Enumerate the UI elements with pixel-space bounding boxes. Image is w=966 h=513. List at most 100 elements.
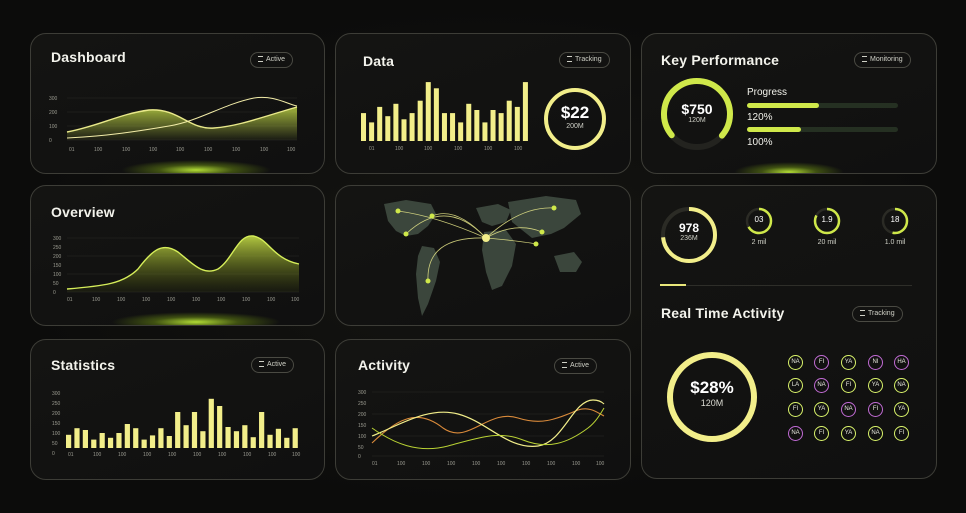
y-tick: 150 xyxy=(52,421,61,427)
x-tick: 100 xyxy=(596,461,605,467)
key-performance-title: Key Performance xyxy=(661,52,780,68)
badge-label: Monitoring xyxy=(870,56,903,63)
bar xyxy=(450,113,456,141)
line-series-lime xyxy=(371,407,605,450)
y-tick: 0 xyxy=(49,138,52,144)
y-tick: 100 xyxy=(52,431,61,437)
user-avatar[interactable]: LA xyxy=(788,378,803,393)
bar xyxy=(458,122,464,141)
data-ring-sub: 200M xyxy=(566,123,584,130)
location-marker xyxy=(533,241,539,247)
small-stat-3-label: 1.0 mil xyxy=(884,239,906,246)
user-avatar[interactable]: NA xyxy=(788,355,803,370)
user-avatar[interactable]: NA xyxy=(788,426,803,441)
x-tick: 100 xyxy=(447,461,456,467)
main-stat-sub: 236M xyxy=(680,235,698,242)
badge-label: Active xyxy=(267,361,287,368)
activity-status-badge[interactable]: Active xyxy=(554,358,598,374)
y-axis-ticks: 300 200 100 0 xyxy=(49,96,58,144)
real-time-title: Real Time Activity xyxy=(661,305,785,321)
x-tick: 01 xyxy=(369,146,375,152)
user-avatar[interactable]: YA xyxy=(814,402,829,417)
y-tick: 150 xyxy=(53,263,62,269)
bar xyxy=(175,412,181,448)
location-marker xyxy=(403,231,409,237)
bar xyxy=(208,398,214,448)
x-tick: 100 xyxy=(94,147,103,153)
x-tick: 100 xyxy=(267,297,276,303)
key-performance-status-badge[interactable]: Monitoring xyxy=(854,52,911,68)
bar xyxy=(200,431,206,448)
line-series-primary xyxy=(66,106,298,133)
bar xyxy=(124,424,130,448)
menu-icon xyxy=(258,56,263,63)
real-time-ring-label: $28% 120M xyxy=(664,378,760,408)
x-tick: 01 xyxy=(68,452,74,458)
user-avatar[interactable]: NA xyxy=(841,402,856,417)
main-stat-value: 978 xyxy=(678,221,700,235)
bar xyxy=(250,437,256,448)
bar xyxy=(482,122,488,141)
x-tick: 100 xyxy=(292,452,301,458)
real-time-ring-value: $28% xyxy=(690,378,734,397)
bar xyxy=(292,428,298,448)
user-avatar[interactable]: NA xyxy=(868,426,883,441)
real-time-status-badge[interactable]: Tracking xyxy=(852,306,903,322)
user-avatar[interactable]: YA xyxy=(894,402,909,417)
y-tick: 300 xyxy=(49,96,58,102)
bar xyxy=(522,82,528,141)
menu-icon xyxy=(567,56,572,63)
dashboard-card: Dashboard Active 300 200 100 0 01 100 10… xyxy=(30,33,325,174)
progress-bar-2-fill xyxy=(747,127,802,132)
user-avatar[interactable]: FI xyxy=(894,426,909,441)
data-title: Data xyxy=(363,53,395,69)
bar xyxy=(498,113,504,141)
bar xyxy=(99,433,105,448)
area-series xyxy=(67,107,297,140)
user-avatar[interactable]: HA xyxy=(894,355,909,370)
data-ring xyxy=(544,88,606,150)
location-marker xyxy=(539,229,545,235)
x-tick: 100 xyxy=(572,461,581,467)
bar xyxy=(425,82,431,141)
user-avatar[interactable]: FI xyxy=(814,355,829,370)
x-tick: 100 xyxy=(142,297,151,303)
user-avatar[interactable]: YA xyxy=(841,426,856,441)
location-markers xyxy=(395,205,557,284)
x-tick: 100 xyxy=(232,147,241,153)
user-avatar[interactable]: NA xyxy=(894,378,909,393)
x-tick: 100 xyxy=(118,452,127,458)
real-time-ring xyxy=(667,352,757,442)
bar xyxy=(158,428,164,448)
menu-icon xyxy=(562,362,567,369)
progress-bar-2-label: 100% xyxy=(747,137,773,148)
user-avatar[interactable]: NA xyxy=(814,378,829,393)
statistics-title: Statistics xyxy=(51,357,116,373)
user-avatar[interactable]: FI xyxy=(814,426,829,441)
bar xyxy=(267,434,273,448)
real-time-activity-card: 978 236M 03 2 mil 1.9 20 mil 18 1.0 mil … xyxy=(641,185,937,479)
dashboard-title: Dashboard xyxy=(51,49,126,65)
user-avatar[interactable]: FI xyxy=(868,402,883,417)
user-avatar[interactable]: FI xyxy=(788,402,803,417)
user-avatar[interactable]: FI xyxy=(841,378,856,393)
x-tick: 100 xyxy=(149,147,158,153)
small-stat-1-label: 2 mil xyxy=(751,239,767,246)
user-avatar[interactable]: YA xyxy=(841,355,856,370)
user-avatar[interactable]: YA xyxy=(868,378,883,393)
data-status-badge[interactable]: Tracking xyxy=(559,52,610,68)
user-avatar[interactable]: NI xyxy=(868,355,883,370)
statistics-status-badge[interactable]: Active xyxy=(251,357,295,373)
x-tick: 100 xyxy=(268,452,277,458)
small-stat-1-value: 03 xyxy=(754,215,764,224)
dashboard-status-badge[interactable]: Active xyxy=(250,52,294,68)
main-stat-ring xyxy=(661,207,717,263)
menu-icon xyxy=(259,361,264,368)
x-tick: 100 xyxy=(92,297,101,303)
kp-ring-sub: 120M xyxy=(688,117,706,124)
bar xyxy=(514,106,520,141)
location-marker xyxy=(395,208,401,214)
progress-label: Progress xyxy=(747,87,788,98)
small-stat-2-value: 1.9 xyxy=(821,215,833,224)
x-tick: 100 xyxy=(397,461,406,467)
